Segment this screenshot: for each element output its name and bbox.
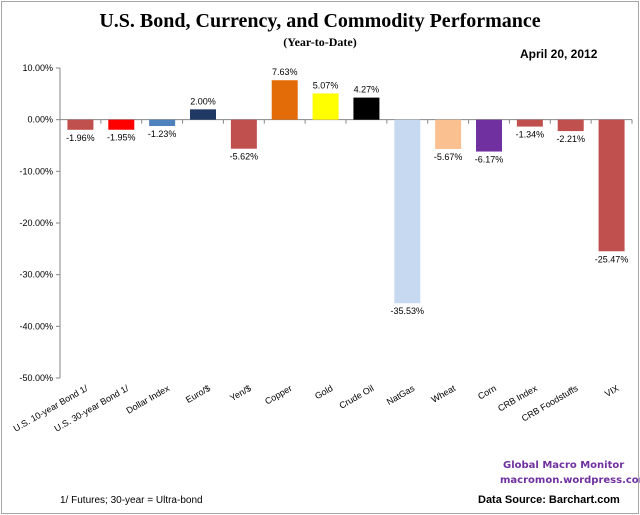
- bar-u-s-10-year-bond-1-: [67, 119, 94, 130]
- x-tick-label: Copper: [263, 383, 294, 406]
- bar-u-s-30-year-bond-1-: [108, 119, 135, 130]
- data-label: -5.62%: [230, 152, 259, 162]
- x-tick-label: NatGas: [385, 383, 417, 407]
- bar-dollar-index: [149, 119, 176, 127]
- bar-wheat: [435, 119, 462, 149]
- bar-copper: [271, 80, 298, 120]
- x-tick-label: Dollar Index: [125, 383, 172, 416]
- chart-title: U.S. Bond, Currency, and Commodity Perfo…: [99, 10, 541, 32]
- data-label: 7.63%: [272, 67, 298, 77]
- footnote: 1/ Futures; 30-year = Ultra-bond: [60, 495, 203, 506]
- bar-gold: [312, 93, 339, 120]
- bar-yen-: [230, 119, 257, 149]
- chart-date: April 20, 2012: [520, 47, 598, 61]
- bar-natgas: [394, 119, 421, 304]
- x-tick-label: U.S. 10-year Bond 1/: [12, 383, 90, 434]
- data-label: -6.17%: [475, 155, 504, 165]
- bar-crude-oil: [353, 97, 380, 120]
- y-tick-label: -20.00%: [19, 218, 53, 228]
- credit-name: Global Macro Monitor: [503, 460, 625, 471]
- bar-crb-index: [516, 119, 543, 127]
- data-label: -1.96%: [66, 133, 95, 143]
- data-label: 4.27%: [354, 85, 380, 95]
- data-label: -1.34%: [516, 130, 545, 140]
- y-tick-label: -50.00%: [19, 373, 53, 383]
- credit-url: macromon.wordpress.com: [500, 475, 640, 486]
- data-label: -5.67%: [434, 152, 463, 162]
- data-label: 5.07%: [313, 80, 339, 90]
- bar-corn: [476, 119, 502, 152]
- y-tick-label: -40.00%: [19, 321, 53, 331]
- bar-euro-: [190, 109, 216, 120]
- x-tick-label: Euro/$: [184, 383, 212, 405]
- y-tick-label: 10.00%: [22, 63, 53, 73]
- data-label: -1.23%: [148, 129, 177, 139]
- bar-vix: [598, 119, 625, 252]
- data-source: Data Source: Barchart.com: [478, 494, 620, 506]
- y-tick-label: -10.00%: [19, 166, 53, 176]
- x-tick-label: U.S. 30-year Bond 1/: [52, 383, 130, 434]
- x-tick-label: Gold: [313, 383, 334, 401]
- y-tick-label: -30.00%: [19, 270, 53, 280]
- x-tick-label: Yen/$: [228, 383, 253, 403]
- data-label: -25.47%: [595, 254, 629, 264]
- data-label: -2.21%: [556, 134, 585, 144]
- data-label: -1.95%: [107, 133, 136, 143]
- chart-subtitle: (Year-to-Date): [283, 35, 357, 49]
- bar-crb-foodstuffs: [557, 119, 584, 132]
- x-tick-label: Crude Oil: [338, 383, 376, 411]
- data-label: 2.00%: [190, 96, 216, 106]
- x-tick-label: VIX: [603, 383, 621, 399]
- data-label: -35.53%: [391, 306, 425, 316]
- x-tick-label: Corn: [476, 383, 498, 401]
- y-tick-label: 0.00%: [27, 115, 53, 125]
- x-tick-label: Wheat: [430, 383, 458, 405]
